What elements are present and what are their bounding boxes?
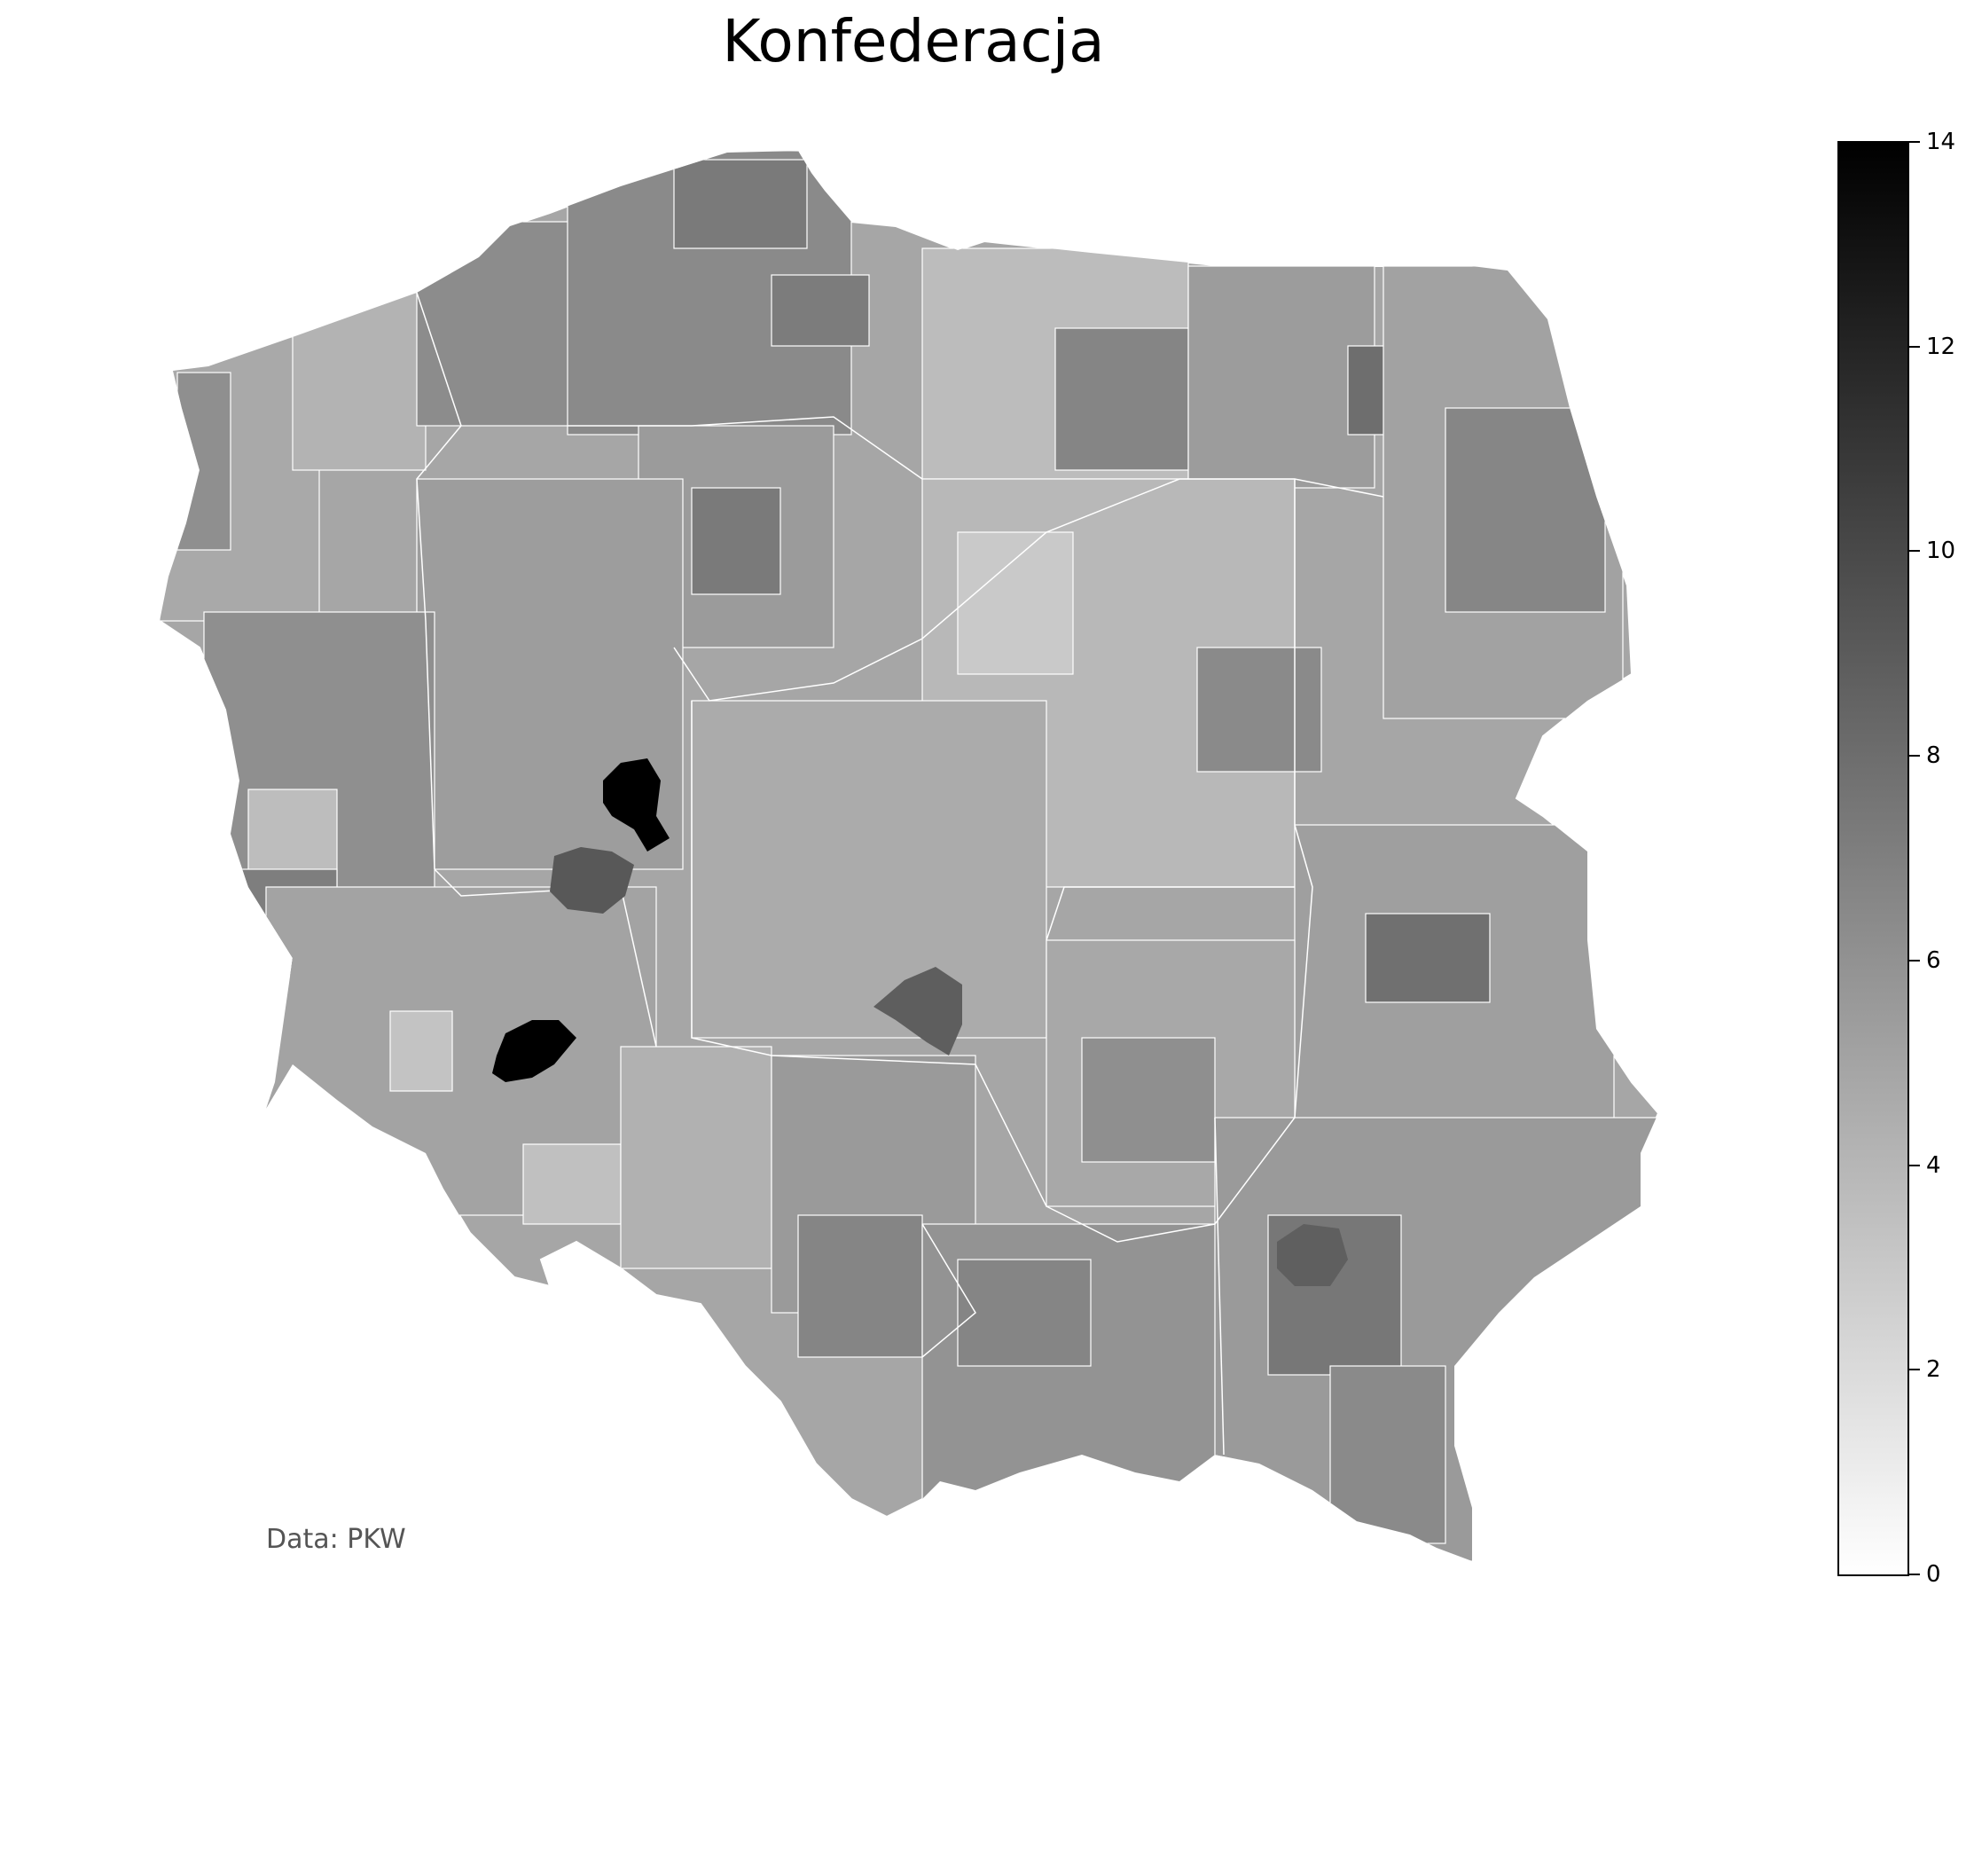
district-dark-b <box>873 967 962 1056</box>
colorbar-tick <box>1909 1164 1920 1166</box>
colorbar-tick <box>1909 1574 1920 1575</box>
data-source-label: Data: PKW <box>266 1524 406 1555</box>
map-title: Konfederacja <box>722 7 1105 75</box>
colorbar-tick-label: 14 <box>1926 129 1956 155</box>
colorbar-tick-label: 4 <box>1926 1151 1941 1179</box>
colorbar-tick-label: 2 <box>1926 1356 1941 1384</box>
colorbar-tick <box>1909 755 1920 757</box>
colorbar-tick <box>1909 959 1920 962</box>
colorbar-tick <box>1909 1369 1920 1371</box>
district-max-south <box>492 1020 576 1082</box>
district-max-north <box>603 758 670 852</box>
colorbar-tick-label: 8 <box>1926 742 1941 770</box>
colorbar-tick <box>1909 345 1920 348</box>
colorbar-tick-label: 0 <box>1926 1561 1941 1588</box>
district-dark-a <box>550 847 634 914</box>
colorbar-tick-label: 10 <box>1926 538 1956 565</box>
colorbar <box>1837 141 1909 1576</box>
colorbar-tick-label: 6 <box>1926 946 1941 974</box>
colorbar-tick <box>1909 141 1920 143</box>
district-dark-c <box>1277 1224 1348 1286</box>
colorbar-tick <box>1909 550 1920 553</box>
colorbar-tick-label: 12 <box>1926 333 1956 360</box>
